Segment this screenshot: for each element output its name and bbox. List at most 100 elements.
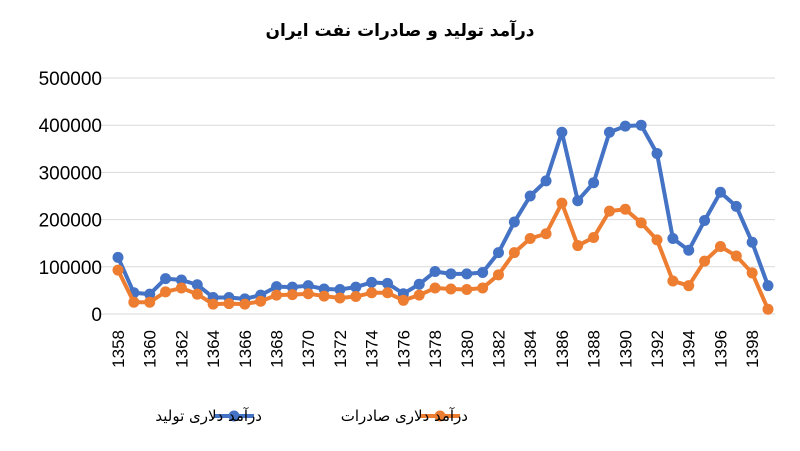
x-tick-label: 1372 [331,330,350,368]
legend-label: درآمد دلاری تولید [155,407,262,425]
x-tick-label: 1376 [394,330,413,368]
data-point [540,228,552,240]
data-point [318,290,330,302]
data-point [191,288,203,300]
legend-item-1: درآمد دلاری تولید [155,407,262,425]
data-point [382,277,394,289]
chart-title: درآمد تولید و صادرات نفت ایران [266,19,535,41]
data-point [271,281,283,293]
data-point [413,289,425,301]
data-point [651,234,663,246]
data-point [619,120,631,132]
y-tick-label: 200000 [39,211,102,232]
data-point [714,186,726,198]
data-point [350,281,362,293]
data-point [429,282,441,294]
data-point [128,296,140,308]
data-point [461,283,473,295]
series-group [112,119,774,315]
data-point [762,303,774,315]
data-point [540,175,552,187]
x-tick-label: 1398 [743,330,762,368]
data-point [445,283,457,295]
legend-label: درآمد دلاری صادرات [341,407,468,425]
data-point [730,200,742,212]
data-point [635,217,647,229]
y-tick-label: 400000 [39,116,102,137]
data-point [714,241,726,253]
x-tick-label: 1396 [711,330,730,368]
x-tick-label: 1366 [236,330,255,368]
x-tick-label: 1360 [141,330,160,368]
data-point [429,266,441,278]
data-point [191,279,203,291]
data-point [683,280,695,292]
data-point [144,288,156,300]
y-tick-label: 300000 [39,163,102,184]
x-tick-label: 1382 [489,330,508,368]
data-point [175,274,187,286]
data-point [382,287,394,299]
x-tick-label: 1364 [204,330,223,368]
data-point [334,283,346,295]
data-point [255,295,267,307]
x-tick-label: 1390 [616,330,635,368]
x-tick-label: 1388 [585,330,604,368]
data-point [683,244,695,256]
data-point [477,282,489,294]
data-point [366,287,378,299]
data-point [350,291,362,303]
x-tick-label: 1380 [458,330,477,368]
data-point [572,195,584,207]
y-axis-ticks: 0 100000 200000 300000 400000 500000 [39,69,102,326]
data-point [477,266,489,278]
data-point [651,148,663,160]
data-point [508,247,520,259]
data-point [302,280,314,292]
data-point [334,292,346,304]
data-point [508,216,520,228]
data-point [699,215,711,227]
x-tick-label: 1394 [680,330,699,368]
data-point [588,232,600,244]
data-point [207,298,219,310]
x-tick-label: 1370 [299,330,318,368]
x-tick-label: 1378 [426,330,445,368]
gridlines [100,77,775,315]
legend-swatch-marker [434,410,446,422]
data-point [413,278,425,290]
x-tick-label: 1368 [268,330,287,368]
data-point [667,232,679,244]
y-tick-label: 500000 [39,69,102,90]
x-tick-label: 1362 [172,330,191,368]
y-tick-label: 0 [91,305,102,326]
data-point [239,298,251,310]
data-point [730,250,742,262]
data-point [286,281,298,293]
data-point [397,294,409,306]
data-point [635,119,647,131]
x-tick-label: 1384 [521,330,540,368]
data-point [619,203,631,215]
data-point [524,190,536,202]
data-point [461,268,473,280]
data-point [112,251,124,263]
data-point [556,197,568,209]
x-tick-label: 1374 [363,330,382,368]
data-point [524,232,536,244]
x-tick-label: 1358 [109,330,128,368]
data-point [160,286,172,298]
data-point [603,205,615,217]
legend: درآمد دلاری تولید درآمد دلاری صادرات [155,407,468,425]
data-point [302,288,314,300]
data-point [746,236,758,248]
series-2 [112,197,774,315]
data-point [112,264,124,276]
data-point [144,296,156,308]
data-point [445,268,457,280]
data-point [366,276,378,288]
data-point [492,247,504,259]
data-point [603,126,615,138]
data-point [492,269,504,281]
data-point [667,275,679,287]
